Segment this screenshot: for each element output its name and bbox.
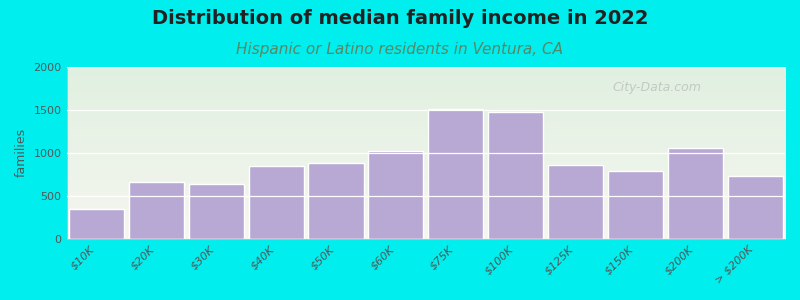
Bar — [548, 165, 603, 239]
Bar — [608, 171, 663, 239]
Bar — [488, 112, 543, 239]
Bar — [309, 163, 363, 239]
Text: Hispanic or Latino residents in Ventura, CA: Hispanic or Latino residents in Ventura,… — [237, 42, 563, 57]
Y-axis label: families: families — [15, 128, 28, 177]
Bar — [189, 184, 244, 239]
Bar — [249, 166, 304, 239]
Bar — [668, 148, 722, 239]
Bar — [727, 176, 782, 239]
Text: City-Data.com: City-Data.com — [613, 81, 702, 94]
Bar — [428, 109, 483, 239]
Text: Distribution of median family income in 2022: Distribution of median family income in … — [152, 9, 648, 28]
Bar — [129, 182, 184, 239]
Bar — [368, 151, 423, 239]
Bar — [69, 209, 124, 239]
